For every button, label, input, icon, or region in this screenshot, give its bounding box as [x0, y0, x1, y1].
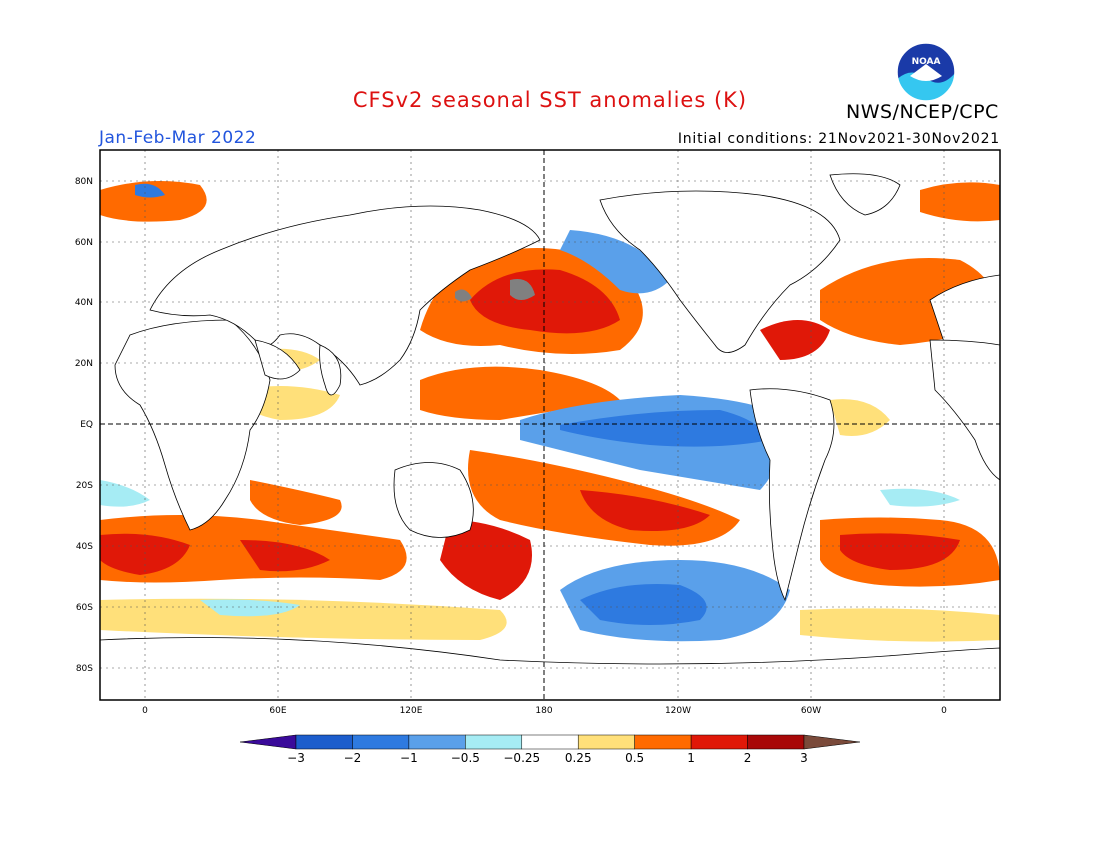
- colorbar-label: 2: [744, 751, 752, 765]
- colorbar-bin: [521, 734, 579, 750]
- noaa-logo: NOAA: [896, 42, 956, 102]
- lat-label: 60S: [76, 603, 93, 613]
- map-frame: [99, 149, 1001, 701]
- forecast-period: Jan-Feb-Mar 2022: [99, 128, 257, 148]
- colorbar-label: −0.25: [503, 751, 540, 765]
- lat-label: 80N: [75, 177, 93, 187]
- greenland-outline: [829, 173, 901, 216]
- colorbar-bin: [295, 734, 353, 750]
- lat-label: EQ: [80, 420, 93, 430]
- map-title: CFSv2 seasonal SST anomalies (K): [352, 88, 748, 112]
- colorbar-label: 0.5: [625, 751, 644, 765]
- colorbar-bin: [634, 734, 692, 750]
- equator-dateline: [100, 150, 1000, 700]
- lat-label: 20N: [75, 359, 93, 369]
- lon-label: 60W: [801, 706, 821, 716]
- africa-east-edge: [929, 339, 1000, 481]
- longitude-labels: 0 60E 120E 180 120W 60W 0: [142, 706, 947, 716]
- lon-label: 0: [142, 706, 148, 716]
- lon-label: 120W: [665, 706, 691, 716]
- continent-outlines: [100, 173, 1000, 700]
- north-america-outline: [599, 190, 841, 353]
- lon-label: 120E: [400, 706, 423, 716]
- colorbar-label: 3: [800, 751, 808, 765]
- lat-label: 40S: [76, 542, 93, 552]
- colorbar-bin: [747, 734, 805, 750]
- initial-conditions: Initial conditions: 21Nov2021-30Nov2021: [677, 131, 1000, 147]
- lat-label: 40N: [75, 298, 93, 308]
- colorbar-label: −2: [344, 751, 362, 765]
- south-america-outline: [749, 388, 835, 602]
- lat-label: 60N: [75, 238, 93, 248]
- lon-label: 0: [941, 706, 947, 716]
- colorbar-max-arrow: [803, 734, 861, 750]
- latitude-labels: 80N 60N 40N 20N EQ 20S 40S 60S 80S: [75, 177, 93, 674]
- arabia-outline: [254, 339, 301, 380]
- colorbar-min-arrow: [239, 734, 297, 750]
- agency-label: NWS/NCEP/CPC: [846, 101, 999, 123]
- colorbar-bin: [352, 734, 410, 750]
- india-outline: [319, 344, 342, 396]
- colorbar-label: 0.25: [565, 751, 592, 765]
- colorbar-bin: [465, 734, 523, 750]
- lat-label: 80S: [76, 664, 93, 674]
- colorbar-label: 1: [687, 751, 695, 765]
- colorbar-bin: [408, 734, 466, 750]
- colorbar: −3 −2 −1 −0.5 −0.25 0.25 0.5 1 2 3: [239, 734, 861, 765]
- colorbar-bin: [690, 734, 748, 750]
- lon-label: 180: [535, 706, 552, 716]
- colorbar-label: −3: [287, 751, 305, 765]
- australia-outline: [393, 462, 474, 538]
- lat-label: 20S: [76, 481, 93, 491]
- lon-label: 60E: [269, 706, 286, 716]
- colorbar-label: −0.5: [451, 751, 480, 765]
- antarctica-outline: [100, 637, 1000, 700]
- colorbar-label: −1: [400, 751, 418, 765]
- noaa-logo-text: NOAA: [912, 57, 941, 67]
- graticule: [100, 150, 1000, 700]
- colorbar-bin: [577, 734, 635, 750]
